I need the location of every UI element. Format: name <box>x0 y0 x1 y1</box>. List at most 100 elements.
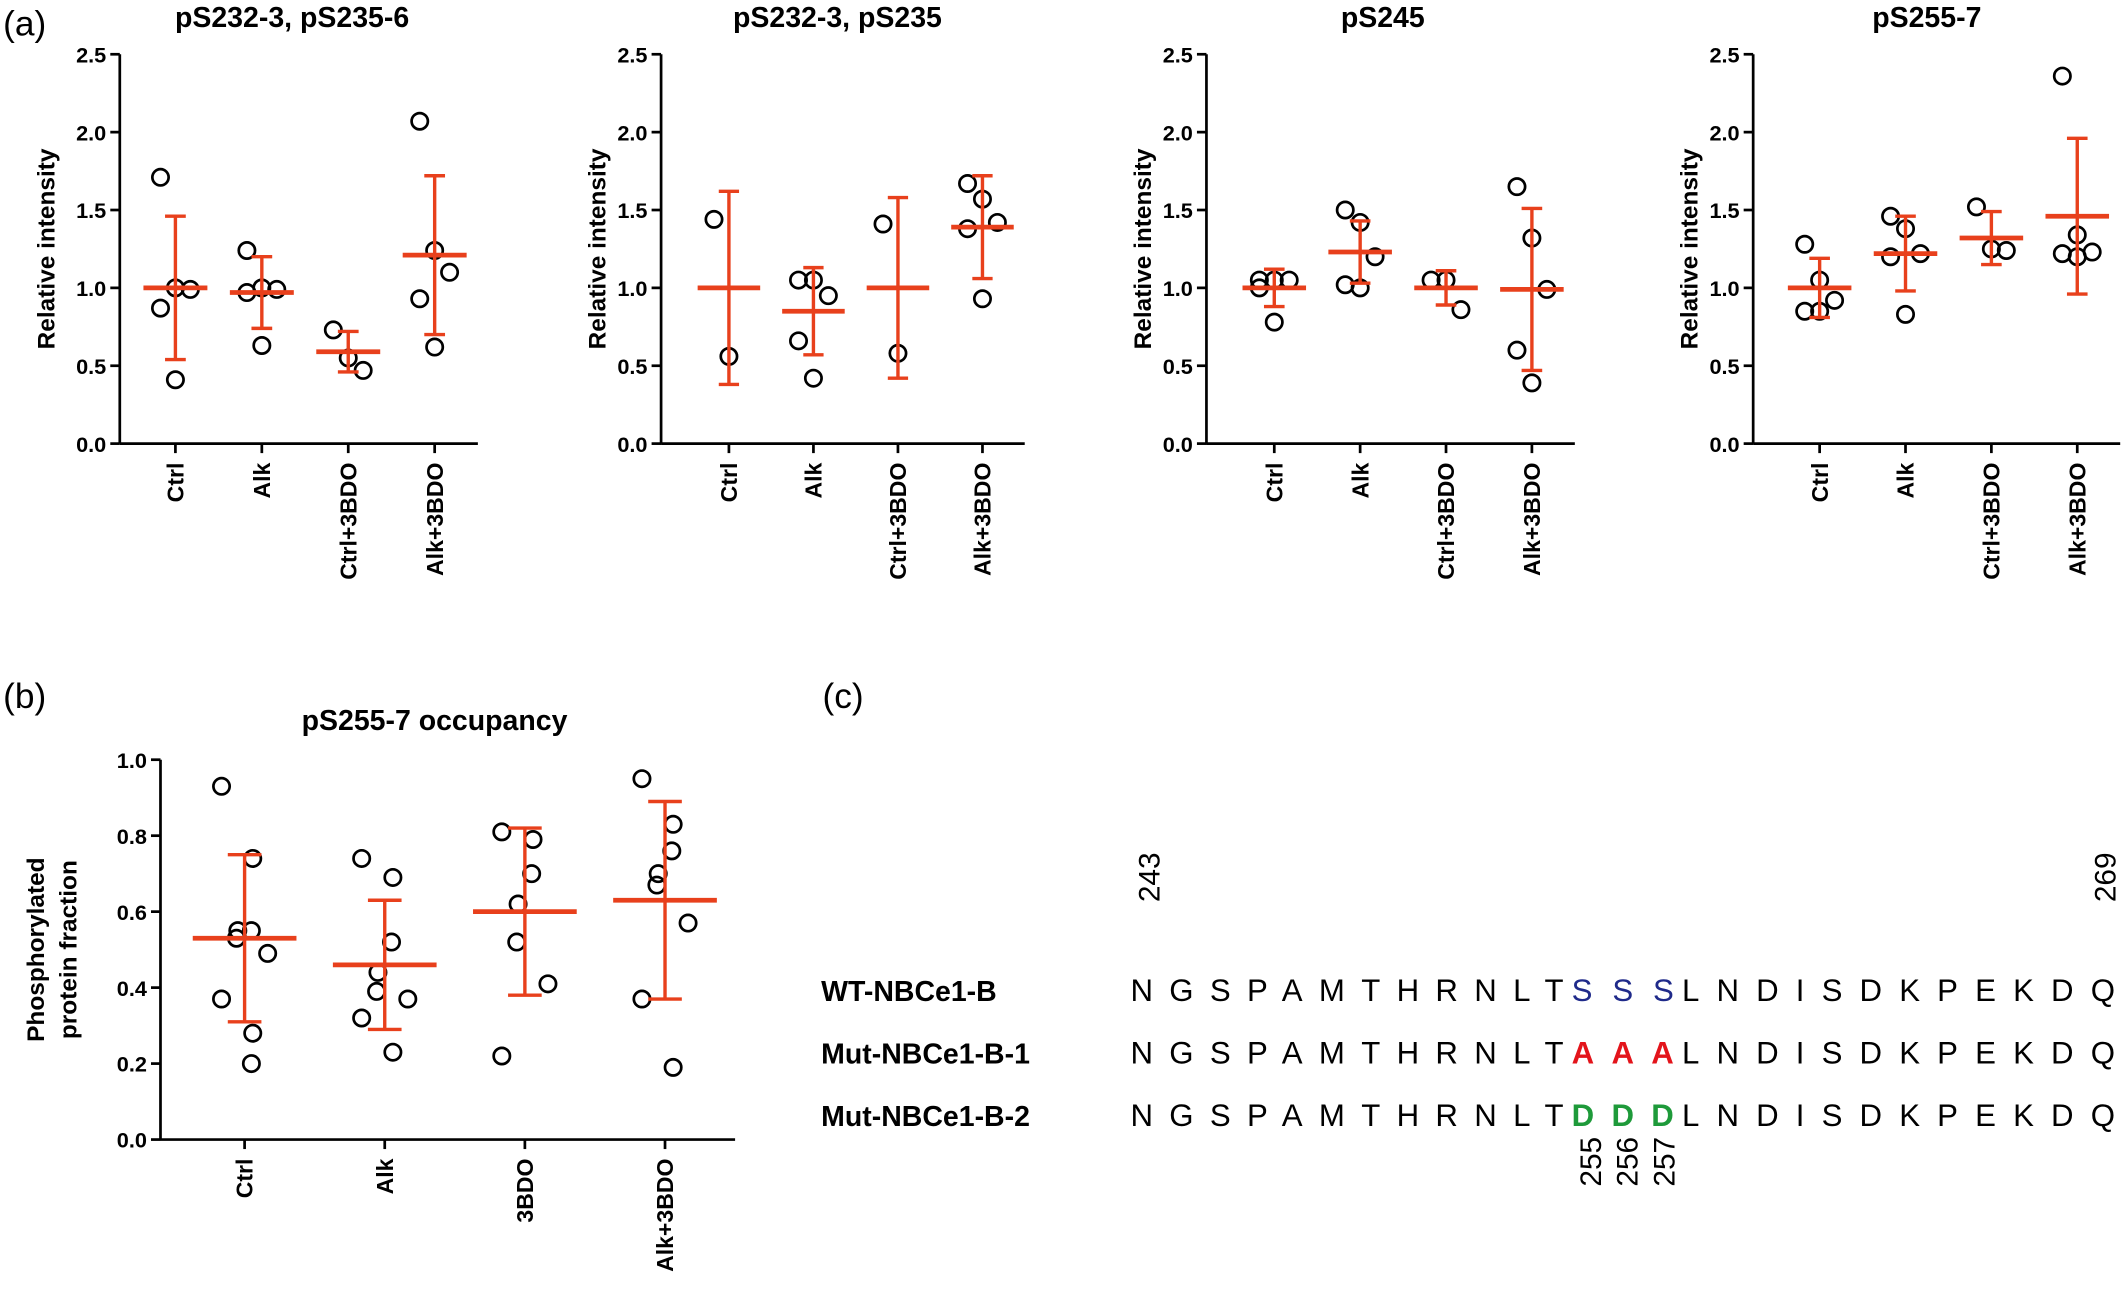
y-tick-label: 0.4 <box>117 976 147 1001</box>
x-tick-label: Ctrl <box>1261 463 1287 503</box>
y-tick-label: 0.5 <box>617 354 647 379</box>
data-point <box>958 174 978 194</box>
y-tick-label: 2.0 <box>617 120 647 145</box>
y-tick-label: 1.0 <box>117 748 147 773</box>
sequence-segment: AAA <box>1572 1036 1674 1071</box>
y-axis-label: Relative intensity <box>584 148 611 349</box>
residue-number: 256 <box>1612 1137 1645 1187</box>
data-point <box>367 981 387 1001</box>
y-tick-label: 0.2 <box>117 1052 147 1077</box>
data-point <box>632 769 652 789</box>
y-tick-label: 1.5 <box>1163 198 1193 223</box>
y-tick-label: 2.0 <box>1709 120 1739 145</box>
sequence-segment: LNDISDKPEKDQ <box>1682 1036 2115 1071</box>
panel-label: (b) <box>3 677 46 716</box>
sequence-name: WT-NBCe1-B <box>821 976 997 1008</box>
chart-title: pS232-3, pS235 <box>733 2 942 34</box>
data-point <box>398 989 418 1009</box>
x-tick-label: Ctrl <box>232 1159 258 1199</box>
chart-title: pS232-3, pS235-6 <box>175 2 409 34</box>
sequence-segment: NGSPAMTHRNLT <box>1130 973 1563 1008</box>
y-axis-label: Relative intensity <box>34 148 61 349</box>
y-tick-label: 0.5 <box>1163 354 1193 379</box>
data-point <box>212 776 232 796</box>
y-tick-label: 0.5 <box>76 354 106 379</box>
x-tick-label: Ctrl <box>716 463 742 503</box>
data-point <box>2052 66 2072 86</box>
data-point <box>1365 247 1385 267</box>
data-point <box>425 337 445 357</box>
residue-number: 257 <box>1648 1137 1681 1187</box>
data-point <box>492 822 512 842</box>
data-point <box>241 1054 261 1074</box>
data-point <box>243 848 263 868</box>
sequence-segment: LNDISDKPEKDQ <box>1682 1098 2115 1133</box>
data-point <box>237 241 257 260</box>
y-tick-label: 1.0 <box>617 276 647 301</box>
data-point <box>352 848 372 868</box>
data-point <box>1451 300 1471 320</box>
data-point <box>252 336 272 355</box>
panel-label: (c) <box>823 677 864 716</box>
residue-number: 269 <box>2090 852 2123 902</box>
y-tick-label: 2.0 <box>1163 120 1193 145</box>
x-tick-label: Alk <box>801 462 827 498</box>
y-tick-label: 2.5 <box>76 42 106 67</box>
data-point <box>352 1008 372 1028</box>
data-point <box>1966 197 1986 217</box>
x-tick-label: Ctrl+3BDO <box>1433 463 1459 580</box>
data-point <box>1795 234 1815 254</box>
data-point <box>663 814 683 834</box>
data-point <box>1507 177 1527 197</box>
data-point <box>987 212 1007 232</box>
data-point <box>704 209 724 229</box>
sequence-name: Mut-NBCe1-B-1 <box>821 1039 1030 1071</box>
data-point <box>1507 340 1527 360</box>
data-point <box>678 913 698 933</box>
y-tick-label: 2.0 <box>76 120 106 145</box>
x-tick-label: Ctrl+3BDO <box>1979 463 2005 580</box>
data-point <box>1264 312 1284 332</box>
y-tick-label: 0.8 <box>117 824 147 849</box>
x-tick-label: Alk <box>1347 462 1373 498</box>
x-tick-label: Alk <box>372 1158 398 1194</box>
chart-title: pS245 <box>1341 2 1425 34</box>
y-tick-label: 0.0 <box>1709 432 1739 457</box>
chart-title: pS255-7 occupancy <box>302 705 568 737</box>
x-tick-label: Alk+3BDO <box>970 463 996 576</box>
sequence-segment: SSS <box>1572 973 1674 1008</box>
x-tick-label: Ctrl <box>163 463 189 503</box>
data-point <box>803 368 823 388</box>
y-axis-label: Relative intensity <box>1130 148 1157 349</box>
data-point <box>1896 304 1916 324</box>
chart-title: pS255-7 <box>1872 2 1981 34</box>
data-point <box>440 262 460 282</box>
sequence-segment: LNDISDKPEKDQ <box>1682 973 2115 1008</box>
y-tick-label: 2.5 <box>617 42 647 67</box>
data-point <box>383 1042 403 1062</box>
data-point <box>632 989 652 1009</box>
x-tick-label: Alk+3BDO <box>1519 463 1545 576</box>
data-point <box>972 289 992 309</box>
data-point <box>1825 290 1845 310</box>
data-point <box>818 286 838 306</box>
data-point <box>647 875 667 895</box>
data-point <box>410 111 430 131</box>
y-axis-label: Phosphorylated <box>23 857 50 1041</box>
data-point <box>789 331 809 351</box>
data-point <box>1996 241 2016 260</box>
data-point <box>523 829 543 849</box>
y-axis-label: protein fraction <box>55 860 82 1039</box>
residue-number: 243 <box>1134 852 1167 902</box>
x-tick-label: Alk <box>249 462 275 498</box>
y-tick-label: 1.0 <box>1163 276 1193 301</box>
data-point <box>267 279 287 299</box>
data-point <box>150 167 170 187</box>
y-tick-label: 1.0 <box>1709 276 1739 301</box>
y-tick-label: 1.5 <box>1709 198 1739 223</box>
data-point <box>1881 247 1901 267</box>
y-tick-label: 1.0 <box>76 276 106 301</box>
residue-number: 255 <box>1575 1137 1608 1187</box>
y-tick-label: 0.0 <box>76 432 106 457</box>
data-point <box>410 289 430 309</box>
